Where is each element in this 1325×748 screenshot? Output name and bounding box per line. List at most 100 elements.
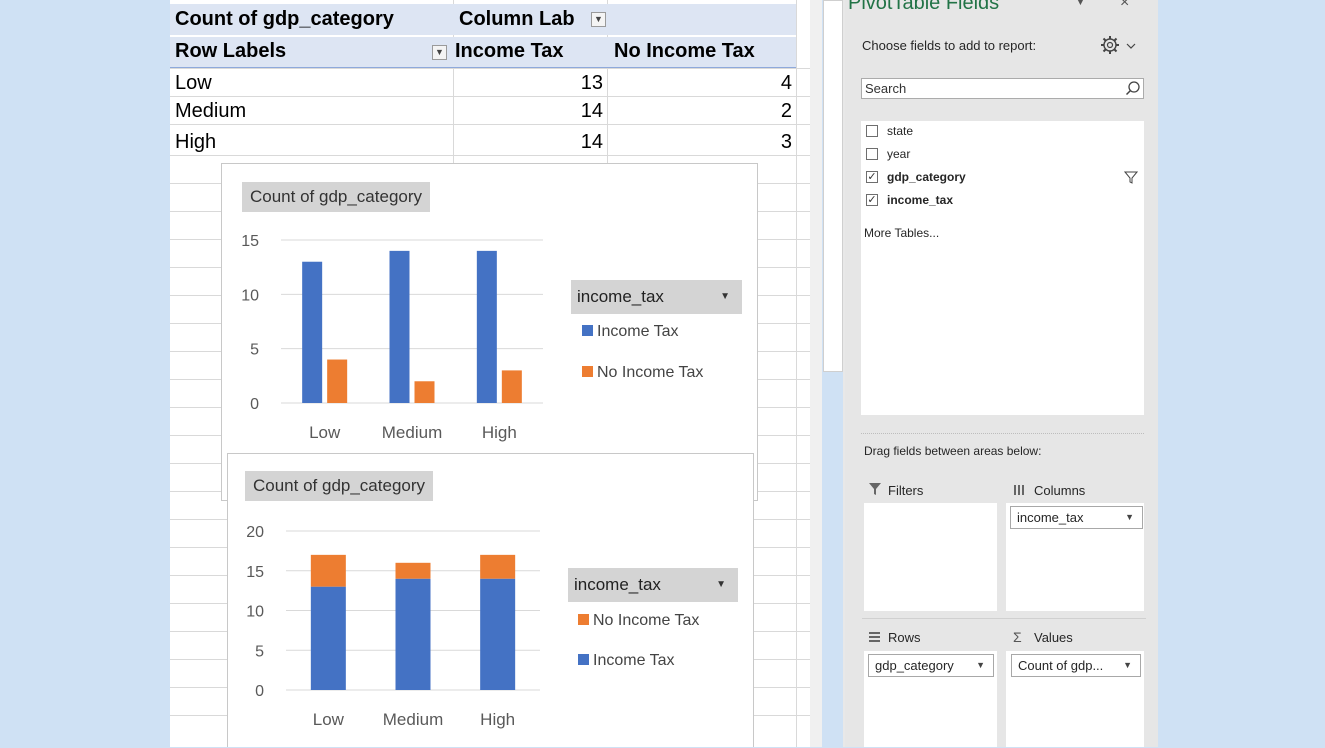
y-tick-label: 5 (250, 342, 259, 359)
bar (480, 578, 516, 690)
row-filter-active-icon[interactable]: ▼ (432, 45, 447, 60)
legend-label: No Income Tax (597, 364, 704, 381)
x-tick-label: High (482, 423, 517, 442)
filters-label: Filters (888, 483, 924, 498)
columns-icon (1014, 485, 1024, 495)
chart-title[interactable]: Count of gdp_category (245, 471, 434, 501)
x-tick-label: Low (313, 710, 345, 729)
field-name[interactable]: year (887, 147, 911, 161)
pill-label: Count of gdp... (1018, 658, 1104, 673)
x-tick-label: High (480, 710, 515, 729)
y-tick-label: 10 (241, 287, 259, 304)
cell-value[interactable]: 13 (580, 72, 603, 94)
more-tables-link[interactable]: More Tables... (864, 226, 940, 240)
column-header-income-tax[interactable]: Income Tax (455, 40, 564, 62)
bar (501, 370, 522, 403)
bar (310, 586, 346, 690)
grid-line (796, 0, 797, 747)
legend-field-button[interactable]: income_tax ▼ (571, 280, 742, 314)
bar (414, 381, 435, 403)
checkbox-gdp-category[interactable]: ✓ (866, 171, 878, 183)
legend-label: Income Tax (593, 652, 675, 669)
field-list: state year ✓ gdp_category ✓ income_tax M… (861, 121, 1144, 415)
rows-label: Rows (888, 630, 921, 645)
legend-item: Income Tax (582, 323, 679, 341)
stacked-column-chart[interactable]: Count of gdp_category 0 5 10 15 20 Low Medium H… (227, 453, 754, 747)
legend-label: Income Tax (597, 323, 679, 340)
grid-line (170, 68, 810, 69)
legend-field-button[interactable]: income_tax ▼ (568, 568, 738, 602)
tools-button[interactable] (1094, 31, 1144, 59)
column-header-no-income-tax[interactable]: No Income Tax (614, 40, 755, 62)
chevron-down-icon: ▼ (1125, 512, 1134, 522)
grid-line (170, 124, 810, 125)
columns-label: Columns (1034, 483, 1086, 498)
chart-plot[interactable]: 0 5 10 15 20 Low Medium High (228, 508, 558, 748)
field-name[interactable]: gdp_category (887, 170, 966, 184)
row-label[interactable]: Low (175, 72, 212, 94)
field-name[interactable]: state (887, 124, 914, 138)
filter-icon[interactable] (1124, 170, 1138, 184)
divider (862, 618, 1146, 619)
search-icon[interactable] (1125, 80, 1141, 96)
search-placeholder: Search (865, 81, 907, 96)
legend-label: No Income Tax (593, 612, 700, 629)
filter-icon (869, 483, 881, 495)
y-tick-label: 5 (255, 643, 264, 660)
pill-label: gdp_category (875, 658, 954, 673)
chevron-down-icon: ▼ (1123, 660, 1132, 670)
legend-swatch (578, 654, 589, 665)
cell-value[interactable]: 14 (580, 131, 603, 153)
cell-value[interactable]: 4 (780, 72, 792, 94)
search-input[interactable]: Search (861, 78, 1144, 99)
chart-title[interactable]: Count of gdp_category (242, 182, 431, 212)
values-field-pill[interactable]: Count of gdp... ▼ (1011, 654, 1141, 677)
scrollbar-thumb[interactable] (823, 0, 843, 372)
bar (302, 261, 323, 403)
checkbox-income-tax[interactable]: ✓ (866, 194, 878, 206)
pane-options-chevron-icon[interactable]: ▼ (1075, 0, 1086, 8)
row-label[interactable]: Medium (175, 100, 247, 122)
field-name[interactable]: income_tax (887, 193, 954, 207)
chart-plot[interactable]: 0 5 10 15 Low Medium High (222, 214, 552, 504)
y-tick-label: 15 (246, 564, 264, 581)
bar (476, 250, 497, 403)
pivot-value-header[interactable]: Count of gdp_category (175, 8, 394, 30)
splitter[interactable] (861, 433, 1144, 434)
values-label: Values (1034, 630, 1073, 645)
bar (395, 578, 431, 690)
y-tick-label: 0 (250, 396, 259, 413)
legend-item: No Income Tax (578, 612, 699, 630)
cell-value[interactable]: 2 (780, 100, 792, 122)
rows-icon (869, 632, 880, 642)
legend-swatch (582, 325, 593, 336)
row-label[interactable]: High (175, 131, 217, 153)
chevron-down-icon: ▼ (976, 660, 985, 670)
legend-field-label: income_tax (577, 287, 664, 306)
grid-line (170, 155, 810, 156)
rows-field-pill[interactable]: gdp_category ▼ (868, 654, 994, 677)
pivot-column-labels[interactable]: Column Lab (459, 8, 575, 30)
pivot-row-labels[interactable]: Row Labels (175, 40, 287, 62)
pane-divider[interactable] (843, 0, 845, 747)
pivot-fields-pane: PivotTable Fields ▼ × Choose fields to a… (845, 0, 1158, 747)
legend-item: Income Tax (578, 652, 675, 670)
drag-fields-label: Drag fields between areas below: (864, 444, 1042, 458)
checkbox-year[interactable] (866, 148, 878, 160)
filters-drop-area[interactable] (864, 503, 997, 611)
checkbox-state[interactable] (866, 125, 878, 137)
cell-value[interactable]: 3 (780, 131, 792, 153)
y-tick-label: 15 (241, 233, 259, 250)
legend-swatch (582, 366, 593, 377)
x-tick-label: Medium (383, 710, 443, 729)
y-tick-label: 10 (246, 604, 264, 621)
bar (310, 554, 346, 587)
close-icon[interactable]: × (1120, 0, 1130, 11)
choose-fields-label: Choose fields to add to report: (862, 38, 1037, 53)
columns-field-pill[interactable]: income_tax ▼ (1010, 506, 1143, 529)
cell-value[interactable]: 14 (580, 100, 603, 122)
vertical-scrollbar[interactable] (810, 0, 822, 747)
clustered-column-chart[interactable]: Count of gdp_category 0 5 10 15 Low Medium Hig… (221, 163, 758, 501)
pivot-header-row (170, 4, 796, 35)
column-filter-dropdown-icon[interactable]: ▼ (591, 12, 606, 27)
